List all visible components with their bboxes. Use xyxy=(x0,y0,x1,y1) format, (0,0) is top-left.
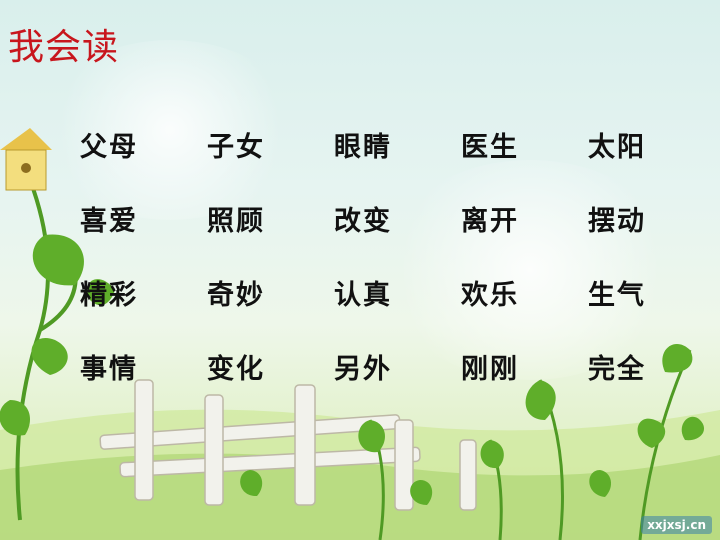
word-item: 喜爱 xyxy=(80,206,138,237)
word-item: 摆动 xyxy=(588,206,646,237)
word-item: 奇妙 xyxy=(207,280,265,311)
word-item: 生气 xyxy=(588,280,646,311)
word-item: 刚刚 xyxy=(461,354,519,385)
word-item: 眼睛 xyxy=(334,132,392,163)
light-glow xyxy=(380,160,680,380)
word-item: 照顾 xyxy=(207,206,265,237)
leaves-right xyxy=(240,343,705,505)
watermark-logo: xxjxsj.cn xyxy=(641,516,712,534)
fence xyxy=(99,379,477,511)
word-item: 事情 xyxy=(80,354,138,385)
word-item: 父母 xyxy=(80,132,138,163)
word-item: 精彩 xyxy=(80,280,138,311)
word-item: 太阳 xyxy=(588,132,646,163)
word-item: 变化 xyxy=(207,354,265,385)
birdhouse xyxy=(0,128,52,191)
word-item: 完全 xyxy=(588,354,646,385)
word-item: 另外 xyxy=(334,354,392,385)
slide-title: 我会读 xyxy=(8,27,120,68)
light-glow xyxy=(40,40,300,220)
leaves-left xyxy=(0,234,115,436)
word-item: 认真 xyxy=(334,280,392,311)
word-grid: 父母 子女 眼睛 医生 太阳 喜爱 照顾 改变 离开 摆动 精彩 奇妙 认真 欢… xyxy=(80,128,715,424)
word-item: 欢乐 xyxy=(461,280,519,311)
word-item: 医生 xyxy=(461,132,519,163)
word-item: 子女 xyxy=(207,132,265,163)
word-item: 改变 xyxy=(334,206,392,237)
word-item: 离开 xyxy=(461,206,519,237)
